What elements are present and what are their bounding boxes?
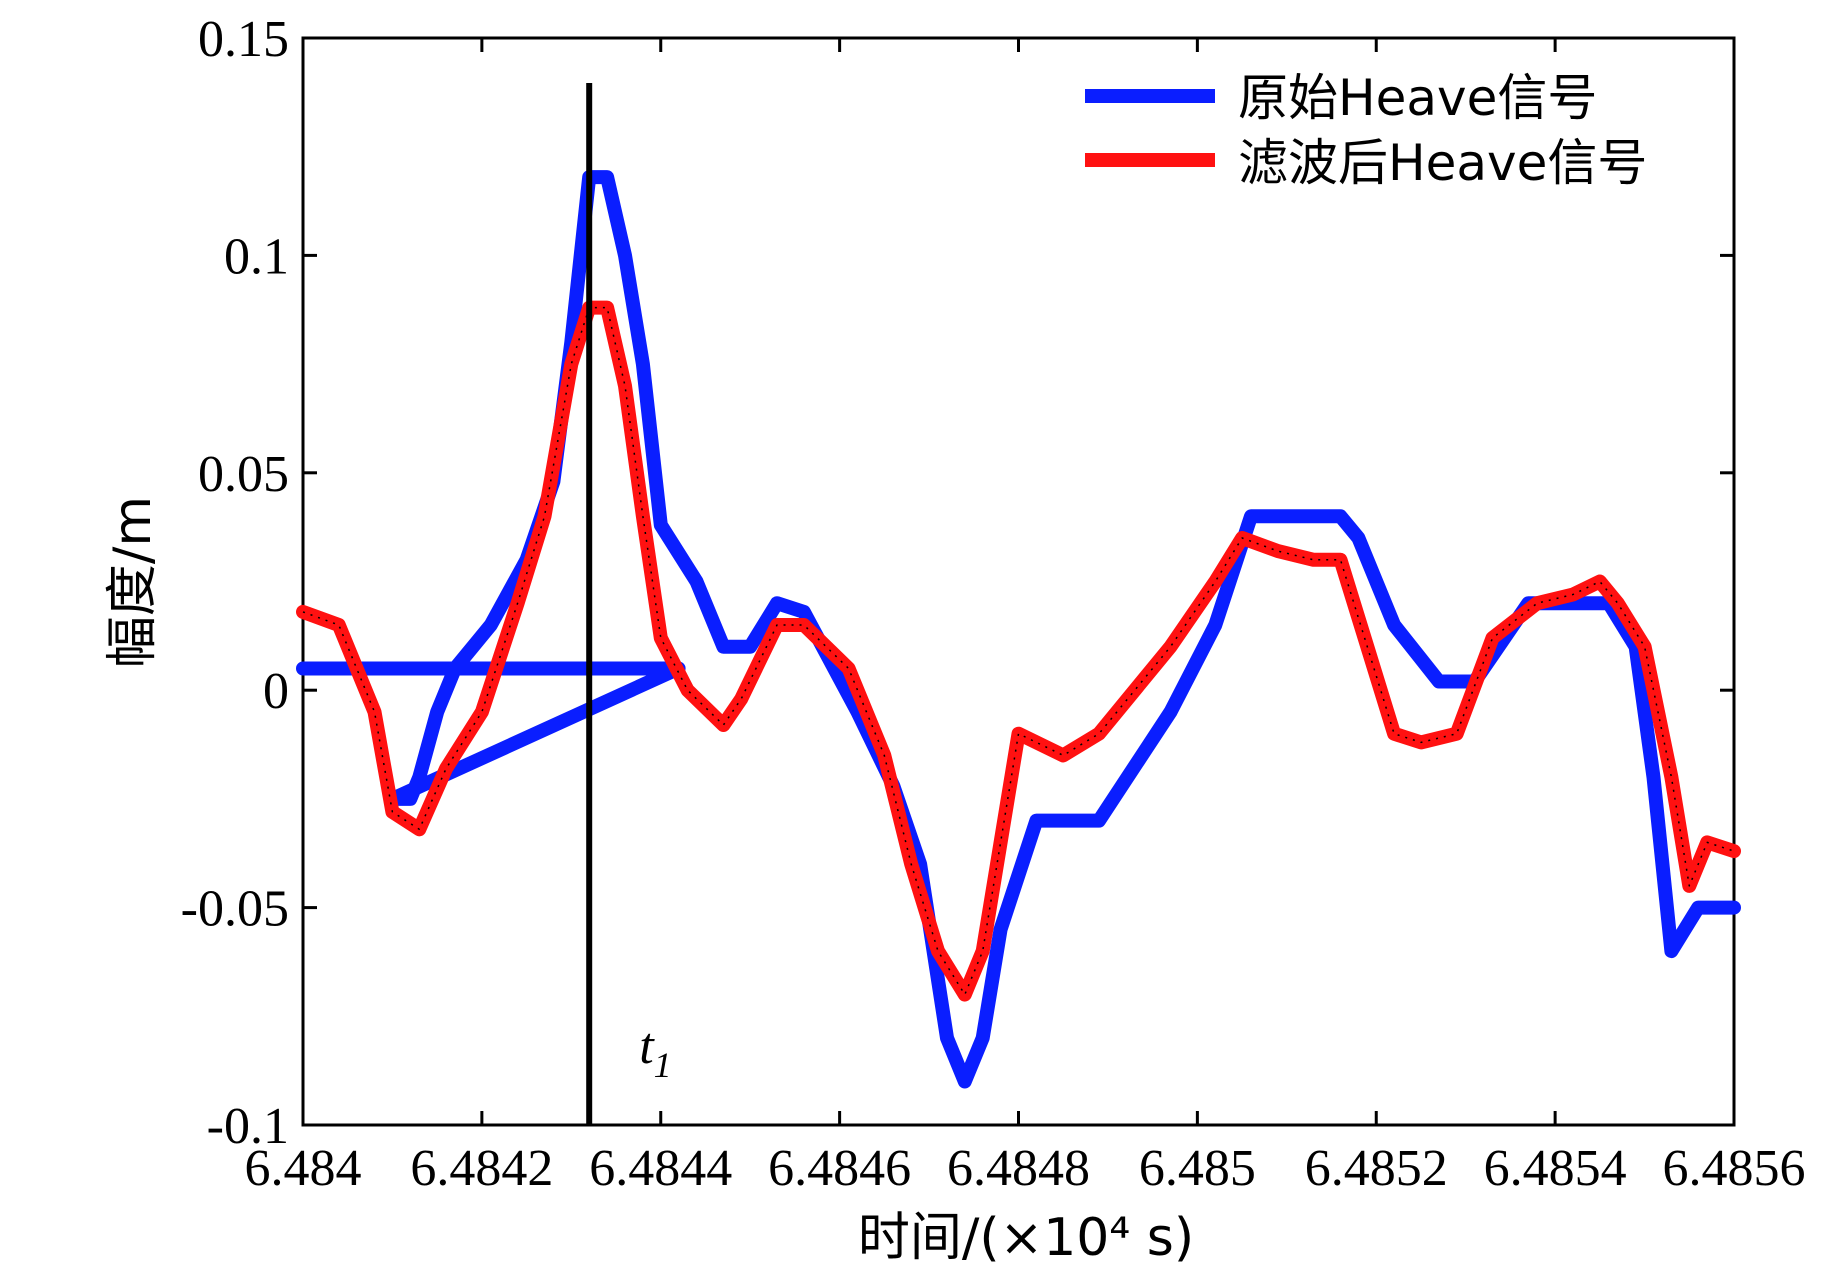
y-axis-title: 幅度/m (103, 496, 163, 668)
y-tick-label: 0.05 (198, 446, 289, 503)
x-tick-label: 6.4856 (1663, 1140, 1806, 1197)
y-tick-label: -0.05 (181, 881, 289, 938)
x-tick-label: 6.485 (1139, 1140, 1256, 1197)
x-tick-label: 6.4852 (1305, 1140, 1448, 1197)
series-layer (296, 170, 1741, 1089)
legend-label-filtered: 滤波后Heave信号 (1238, 134, 1647, 192)
x-tick-label: 6.4848 (947, 1140, 1090, 1197)
x-tick-label: 6.4846 (768, 1140, 911, 1197)
plot-frame (301, 36, 1736, 1127)
y-tick-label: -0.1 (207, 1098, 289, 1155)
x-tick-label: 6.484 (245, 1140, 362, 1197)
axis-ticks: 6.484 6.4842 6.4844 6.4846 6.4848 6.485 6.4852… (181, 11, 1806, 1197)
x-axis-title: 时间/(×10⁴ s) (858, 1208, 1194, 1268)
x-tick-label: 6.4854 (1484, 1140, 1627, 1197)
x-tick-label: 6.4842 (410, 1140, 553, 1197)
legend: 原始Heave信号 滤波后Heave信号 (1085, 69, 1647, 192)
legend-label-original: 原始Heave信号 (1238, 69, 1597, 127)
t1-marker-label: t1 (639, 1018, 671, 1085)
y-tick-label: 0 (263, 663, 289, 720)
y-tick-label: 0.15 (198, 11, 289, 68)
series-filtered-line (296, 300, 1741, 1002)
y-tick-label: 0.1 (224, 228, 289, 285)
x-tick-label: 6.4844 (589, 1140, 732, 1197)
